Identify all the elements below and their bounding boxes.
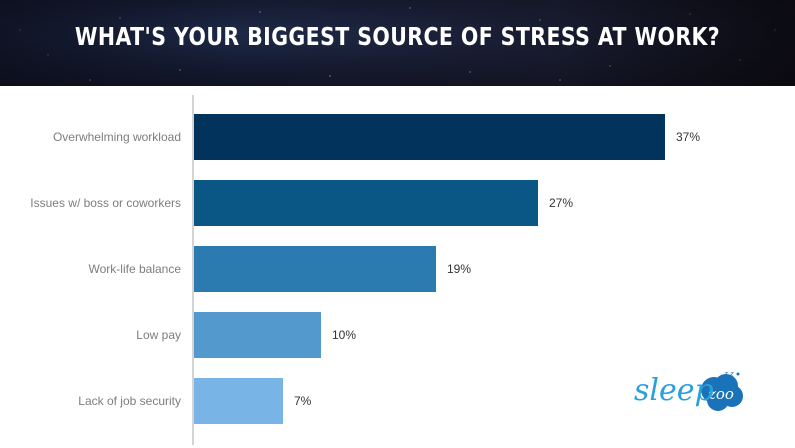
bar — [194, 246, 436, 292]
value-label: 7% — [294, 394, 312, 408]
category-label: Issues w/ boss or coworkers — [30, 196, 181, 210]
bar — [194, 378, 283, 424]
bar — [194, 114, 665, 160]
category-label: Lack of job security — [78, 394, 181, 408]
category-label: Low pay — [136, 328, 181, 342]
value-label: 37% — [676, 130, 701, 144]
cloud-icon: z z — [701, 370, 743, 411]
sleepzoo-logo: z z zoo sleep — [634, 370, 743, 411]
bar-row: Issues w/ boss or coworkers 27% — [0, 180, 795, 226]
bar-row: Lack of job security 7% — [0, 378, 795, 424]
bar-row: Low pay 10% — [0, 312, 795, 358]
value-label: 19% — [447, 262, 472, 276]
category-label: Work-life balance — [88, 262, 181, 276]
svg-text:z z: z z — [723, 370, 734, 378]
bar — [194, 180, 538, 226]
logo-bubble-text: zoo — [707, 385, 734, 403]
bar-row: Work-life balance 19% — [0, 246, 795, 292]
logo-text: sleep — [634, 373, 714, 408]
y-axis-line — [192, 95, 194, 445]
bar — [194, 312, 321, 358]
value-label: 10% — [332, 328, 357, 342]
title-banner: What's your biggest source of stress at … — [0, 0, 795, 86]
value-label: 27% — [549, 196, 574, 210]
bar-row: Overwhelming workload 37% — [0, 114, 795, 160]
chart-title: What's your biggest source of stress at … — [74, 22, 721, 51]
category-label: Overwhelming workload — [52, 130, 181, 144]
